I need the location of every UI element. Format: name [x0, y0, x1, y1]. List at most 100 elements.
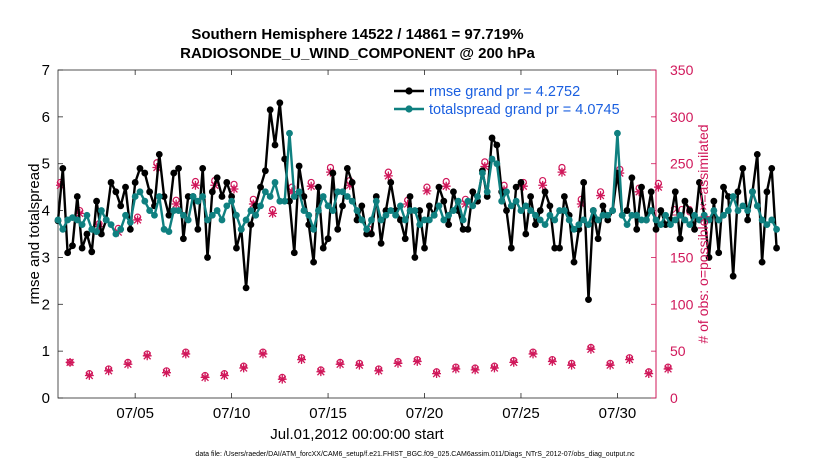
totalspread-point	[199, 193, 207, 200]
rmse-point	[401, 235, 409, 243]
obs-assimilated-point	[268, 208, 278, 218]
obs-assimilated-point	[239, 363, 249, 373]
totalspread-point	[478, 169, 486, 177]
totalspread-point	[483, 188, 491, 196]
obs-assimilated-point	[133, 215, 142, 225]
totalspread-point	[290, 193, 298, 200]
obs-assimilated-point	[393, 358, 403, 368]
totalspread-point	[319, 193, 327, 200]
totalspread-point	[585, 221, 592, 229]
obs-assimilated-point	[200, 372, 210, 382]
rmse-point	[155, 150, 163, 158]
totalspread-point	[175, 207, 182, 214]
rmse-point	[560, 193, 568, 200]
totalspread-point	[194, 197, 202, 205]
totalspread-point	[522, 202, 530, 210]
y-tick-label: 2	[42, 296, 50, 313]
obs-assimilated-point	[277, 374, 287, 384]
totalspread-point	[416, 221, 424, 229]
rmse-point	[536, 207, 544, 214]
rmse-point	[300, 193, 308, 200]
obs-assimilated-point	[171, 199, 181, 209]
totalspread-point	[691, 211, 698, 219]
y-tick-label: 4	[42, 203, 50, 220]
rmse-point	[517, 179, 525, 186]
totalspread-point	[734, 207, 742, 214]
rmse-point	[73, 193, 81, 200]
totalspread-point	[98, 207, 105, 214]
totalspread-point	[131, 193, 139, 200]
rmse-point	[339, 202, 346, 210]
rmse-point	[160, 193, 168, 200]
rmse-point	[107, 179, 115, 186]
totalspread-point	[334, 188, 342, 196]
y2-tick-label: 100	[670, 296, 694, 312]
totalspread-point	[305, 211, 313, 219]
rmse-point	[117, 202, 125, 210]
rmse-point	[122, 183, 129, 191]
totalspread-point	[242, 216, 250, 224]
obs-assimilated-point	[345, 180, 355, 190]
totalspread-point	[310, 225, 317, 233]
rmse-point	[69, 242, 76, 250]
rmse-point	[671, 188, 679, 196]
totalspread-point	[189, 193, 197, 200]
rmse-point	[507, 244, 515, 252]
totalspread-point	[406, 207, 414, 214]
obs-assimilated-point	[162, 368, 171, 378]
rmse-point	[546, 202, 554, 210]
totalspread-point	[676, 211, 684, 219]
rmse-point	[363, 230, 371, 238]
rmse-point	[720, 183, 727, 191]
rmse-point	[141, 169, 149, 177]
y-tick-label: 0	[42, 390, 50, 407]
totalspread-point	[493, 160, 501, 168]
y-tick-label: 1	[42, 343, 50, 360]
chart-subtitle: RADIOSONDE_U_WIND_COMPONENT @ 200 hPa	[180, 45, 535, 62]
rmse-point	[623, 207, 631, 214]
rmse-point	[469, 188, 477, 196]
rmse-point	[739, 165, 747, 172]
totalspread-point	[469, 202, 477, 210]
totalspread-point	[744, 207, 752, 214]
totalspread-point	[112, 230, 120, 238]
legend-rmse-marker	[405, 87, 413, 95]
totalspread-point	[78, 221, 86, 229]
rmse-point	[208, 188, 216, 196]
rmse-point	[257, 183, 264, 191]
rmse-point	[358, 202, 366, 210]
rmse-point	[638, 183, 645, 191]
totalspread-point	[339, 188, 346, 196]
totalspread-point	[503, 188, 510, 196]
totalspread-point	[155, 193, 163, 200]
obs-assimilated-point	[383, 171, 393, 181]
totalspread-point	[628, 211, 636, 219]
rmse-point	[252, 202, 260, 210]
obs-assimilated-point	[605, 360, 615, 370]
obs-assimilated-point	[547, 357, 557, 366]
rmse-point	[228, 193, 236, 200]
rmse-point	[310, 258, 317, 266]
totalspread-point	[614, 129, 621, 137]
x-tick-label: 07/05	[116, 405, 154, 422]
totalspread-point	[425, 216, 433, 224]
totalspread-point	[382, 211, 390, 219]
totalspread-point	[652, 216, 660, 224]
rmse-point	[686, 207, 694, 214]
totalspread-point	[368, 216, 375, 224]
rmse-point	[372, 193, 380, 200]
rmse-point	[295, 162, 303, 170]
totalspread-point	[700, 211, 708, 219]
totalspread-point	[556, 207, 563, 214]
obs-assimilated-point	[538, 180, 548, 190]
obs-assimilated-point	[316, 367, 326, 377]
totalspread-point	[117, 225, 125, 233]
rmse-point	[286, 197, 293, 205]
rmse-point	[199, 165, 207, 172]
obs-assimilated-point	[422, 186, 432, 196]
rmse-point	[493, 141, 501, 149]
rmse-point	[662, 221, 670, 229]
rmse-point	[753, 150, 761, 158]
totalspread-point	[208, 211, 216, 219]
totalspread-point	[141, 197, 149, 205]
